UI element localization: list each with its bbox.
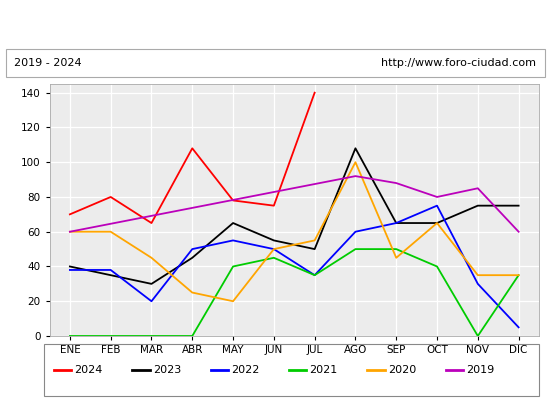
Text: 2019: 2019 [466,365,494,375]
Bar [6,49,544,77]
Text: 2019 - 2024: 2019 - 2024 [14,58,81,68]
Text: 2020: 2020 [388,365,416,375]
Text: Evolucion Nº Turistas Extranjeros en el municipio de Abella de la Conca: Evolucion Nº Turistas Extranjeros en el … [14,16,536,30]
Text: 2022: 2022 [231,365,260,375]
Text: http://www.foro-ciudad.com: http://www.foro-ciudad.com [381,58,536,68]
Text: 2024: 2024 [74,365,103,375]
Text: 2021: 2021 [310,365,338,375]
Text: 2023: 2023 [153,365,181,375]
